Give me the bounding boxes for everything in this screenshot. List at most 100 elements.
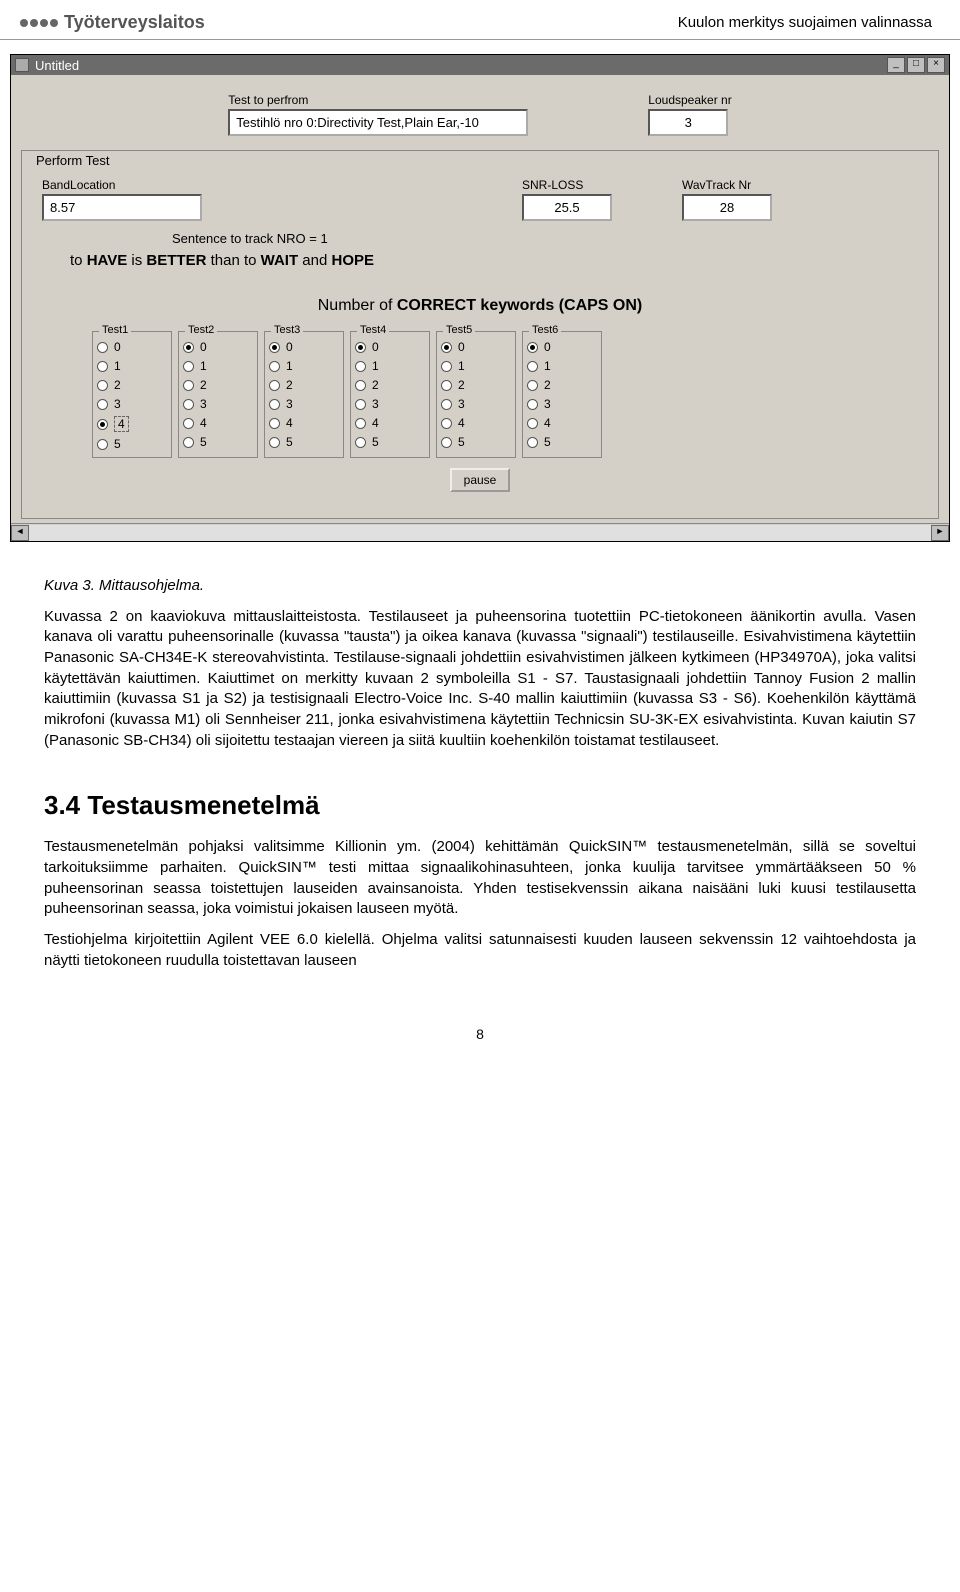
pause-button[interactable]: pause [450,468,511,492]
radio-option[interactable]: 4 [355,416,425,430]
radio-option[interactable]: 4 [183,416,253,430]
scroll-track[interactable] [29,525,931,541]
close-button[interactable]: × [927,57,945,73]
radio-icon[interactable] [97,399,108,410]
radio-icon[interactable] [269,380,280,391]
radio-icon[interactable] [269,437,280,448]
radio-icon[interactable] [441,342,452,353]
radio-icon[interactable] [441,361,452,372]
snr-input[interactable]: 25.5 [522,194,612,221]
radio-option[interactable]: 3 [527,397,597,411]
radio-label: 2 [114,378,121,392]
radio-option[interactable]: 2 [441,378,511,392]
radio-option[interactable]: 5 [183,435,253,449]
radio-option[interactable]: 5 [355,435,425,449]
radio-icon[interactable] [269,399,280,410]
radio-icon[interactable] [355,399,366,410]
radio-icon[interactable] [269,342,280,353]
radio-option[interactable]: 0 [355,340,425,354]
wavtrack-input[interactable]: 28 [682,194,772,221]
loudspeaker-input[interactable]: 3 [648,109,728,136]
radio-icon[interactable] [269,361,280,372]
radio-option[interactable]: 5 [527,435,597,449]
radio-icon[interactable] [97,419,108,430]
radio-icon[interactable] [527,418,538,429]
radio-label: 1 [458,359,465,373]
test-to-perform-input[interactable]: Testihlö nro 0:Directivity Test,Plain Ea… [228,109,528,136]
scroll-left-button[interactable]: ◄ [11,525,29,541]
radio-option[interactable]: 0 [183,340,253,354]
radio-option[interactable]: 2 [527,378,597,392]
radio-option[interactable]: 2 [183,378,253,392]
perform-test-group: Perform Test BandLocation 8.57 SNR-LOSS … [21,150,939,519]
radio-icon[interactable] [441,399,452,410]
radio-option[interactable]: 0 [269,340,339,354]
radio-icon[interactable] [97,361,108,372]
perform-test-group-label: Perform Test [32,153,113,168]
radio-icon[interactable] [355,380,366,391]
radio-icon[interactable] [355,361,366,372]
radio-option[interactable]: 0 [97,340,167,354]
radio-icon[interactable] [183,418,194,429]
radio-icon[interactable] [269,418,280,429]
radio-icon[interactable] [527,399,538,410]
test-column: Test3012345 [264,331,344,458]
radio-option[interactable]: 1 [355,359,425,373]
radio-option[interactable]: 3 [183,397,253,411]
radio-icon[interactable] [527,437,538,448]
scroll-right-button[interactable]: ► [931,525,949,541]
radio-icon[interactable] [97,380,108,391]
test-column-label: Test6 [529,324,561,336]
radio-icon[interactable] [183,380,194,391]
radio-option[interactable]: 4 [269,416,339,430]
radio-option[interactable]: 3 [355,397,425,411]
radio-option[interactable]: 5 [269,435,339,449]
maximize-button[interactable]: □ [907,57,925,73]
radio-icon[interactable] [183,361,194,372]
document-body: Kuva 3. Mittausohjelma. Kuvassa 2 on kaa… [0,548,960,1002]
radio-option[interactable]: 0 [527,340,597,354]
radio-option[interactable]: 1 [97,359,167,373]
radio-option[interactable]: 1 [183,359,253,373]
radio-option[interactable]: 5 [97,437,167,451]
radio-icon[interactable] [97,342,108,353]
radio-icon[interactable] [97,439,108,450]
radio-icon[interactable] [183,437,194,448]
radio-icon[interactable] [527,342,538,353]
radio-option[interactable]: 4 [527,416,597,430]
radio-option[interactable]: 4 [441,416,511,430]
radio-icon[interactable] [441,437,452,448]
radio-option[interactable]: 3 [441,397,511,411]
radio-icon[interactable] [355,437,366,448]
radio-option[interactable]: 1 [441,359,511,373]
horizontal-scrollbar[interactable]: ◄ ► [11,523,949,541]
radio-option[interactable]: 5 [441,435,511,449]
minimize-button[interactable]: _ [887,57,905,73]
radio-option[interactable]: 0 [441,340,511,354]
radio-option[interactable]: 1 [269,359,339,373]
radio-icon[interactable] [355,342,366,353]
radio-icon[interactable] [441,418,452,429]
radio-icon[interactable] [183,342,194,353]
radio-label: 4 [200,416,207,430]
test-column-label: Test2 [185,324,217,336]
radio-label: 0 [458,340,465,354]
radio-option[interactable]: 1 [527,359,597,373]
bandlocation-input[interactable]: 8.57 [42,194,202,221]
radio-option[interactable]: 2 [355,378,425,392]
radio-option[interactable]: 4 [97,416,167,432]
radio-label: 4 [114,416,129,432]
radio-option[interactable]: 2 [97,378,167,392]
radio-icon[interactable] [527,361,538,372]
test-column: Test2012345 [178,331,258,458]
radio-icon[interactable] [183,399,194,410]
radio-option[interactable]: 2 [269,378,339,392]
header-right-text: Kuulon merkitys suojaimen valinnassa [678,14,932,31]
radio-option[interactable]: 3 [97,397,167,411]
radio-label: 5 [286,435,293,449]
radio-icon[interactable] [527,380,538,391]
test-column-label: Test4 [357,324,389,336]
radio-icon[interactable] [441,380,452,391]
radio-option[interactable]: 3 [269,397,339,411]
radio-icon[interactable] [355,418,366,429]
